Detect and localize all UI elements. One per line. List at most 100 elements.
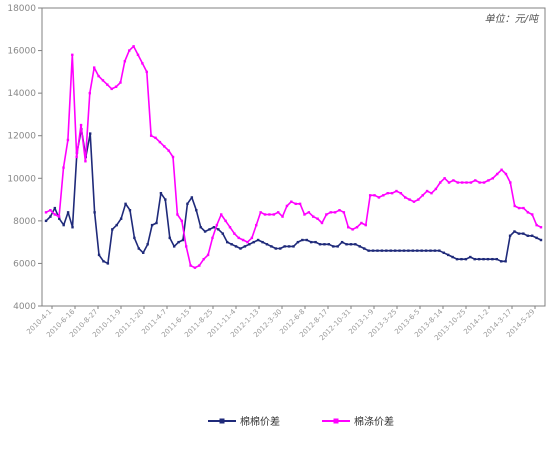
series-point-2: [198, 264, 201, 267]
series-point-2: [478, 181, 481, 184]
series-point-2: [382, 194, 385, 197]
series-point-1: [93, 211, 96, 214]
series-point-2: [347, 226, 350, 229]
series-point-1: [221, 232, 224, 235]
y-tick-label: 16000: [7, 47, 36, 57]
series-point-1: [323, 243, 326, 246]
series-point-1: [256, 238, 260, 242]
series-point-2: [417, 198, 420, 201]
series-point-2: [128, 49, 131, 52]
series-point-1: [172, 245, 176, 248]
series-point-1: [283, 245, 286, 248]
series-point-2: [97, 74, 100, 78]
series-point-1: [473, 257, 476, 261]
series-point-1: [482, 257, 485, 261]
series-point-1: [115, 223, 118, 227]
series-point-2: [276, 211, 280, 214]
series-point-1: [393, 249, 397, 252]
series-point-1: [451, 255, 454, 259]
series-point-1: [314, 240, 317, 244]
series-point-2: [474, 179, 477, 182]
legend-marker-series2: [333, 418, 339, 424]
series-point-1: [301, 238, 304, 242]
series-point-2: [71, 53, 74, 57]
series-point-2: [399, 191, 403, 195]
series-point-1: [530, 234, 534, 237]
series-point-2: [176, 213, 179, 216]
series-point-1: [363, 247, 366, 250]
plot-area: [41, 7, 546, 307]
series-point-2: [298, 202, 302, 206]
series-point-1: [177, 240, 180, 244]
series-lines: [44, 45, 543, 269]
series-point-1: [305, 238, 308, 242]
series-point-2: [106, 83, 109, 86]
series-point-2: [368, 194, 372, 197]
series-point-1: [376, 249, 379, 252]
y-tick-label: 8000: [13, 217, 36, 227]
series-point-1: [234, 245, 238, 248]
series-point-1: [146, 243, 149, 246]
series-point-1: [239, 247, 242, 250]
series-point-2: [193, 266, 197, 269]
series-point-1: [424, 249, 428, 252]
series-point-2: [241, 238, 245, 242]
series-point-2: [456, 181, 459, 184]
series-point-2: [167, 149, 170, 152]
series-point-2: [285, 204, 289, 208]
series-point-2: [504, 172, 508, 176]
series-point-2: [206, 253, 210, 257]
series-point-2: [184, 245, 188, 248]
series-point-2: [465, 181, 468, 184]
series-point-2: [495, 172, 499, 176]
series-point-2: [526, 211, 530, 214]
series-point-2: [136, 53, 140, 57]
series-point-2: [522, 206, 525, 210]
series-point-2: [259, 211, 262, 214]
series-point-1: [398, 249, 401, 252]
series-point-2: [119, 81, 122, 84]
series-point-1: [226, 240, 229, 244]
series-point-2: [263, 213, 267, 216]
series-point-1: [212, 226, 216, 229]
series-point-2: [447, 181, 451, 184]
y-tick-label: 18000: [7, 4, 36, 14]
series-point-2: [88, 91, 92, 95]
series-point-1: [296, 240, 300, 244]
series-point-2: [233, 232, 236, 235]
series-point-2: [101, 79, 105, 82]
series-point-2: [246, 240, 249, 244]
series-point-2: [303, 213, 306, 216]
series-point-2: [395, 189, 398, 193]
series-point-1: [385, 249, 388, 252]
series-point-2: [250, 236, 254, 240]
series-point-2: [342, 211, 346, 214]
series-point-1: [124, 202, 127, 206]
series-point-2: [421, 194, 424, 197]
legend-marker-series1: [219, 418, 225, 424]
series-point-2: [211, 236, 214, 240]
series-point-2: [180, 219, 183, 223]
series-point-1: [367, 249, 370, 252]
series-point-2: [132, 45, 135, 48]
series-point-2: [500, 168, 503, 171]
series-point-1: [455, 257, 459, 261]
series-point-2: [237, 236, 240, 240]
series-point-1: [349, 243, 353, 246]
unit-label: 单位：元/吨: [485, 13, 540, 25]
series-point-2: [202, 257, 205, 261]
series-point-2: [360, 221, 363, 225]
series-point-2: [316, 217, 319, 220]
series-point-1: [71, 226, 74, 229]
y-tick-label: 12000: [7, 132, 36, 142]
series-point-2: [228, 226, 232, 229]
series-point-2: [114, 85, 118, 88]
legend-label-series2: 棉涤价差: [354, 415, 394, 428]
series-point-1: [460, 257, 463, 261]
series-point-2: [290, 200, 293, 203]
series-point-1: [504, 260, 507, 263]
series-point-2: [79, 123, 83, 127]
series-point-1: [203, 230, 207, 233]
series-point-2: [333, 211, 337, 214]
